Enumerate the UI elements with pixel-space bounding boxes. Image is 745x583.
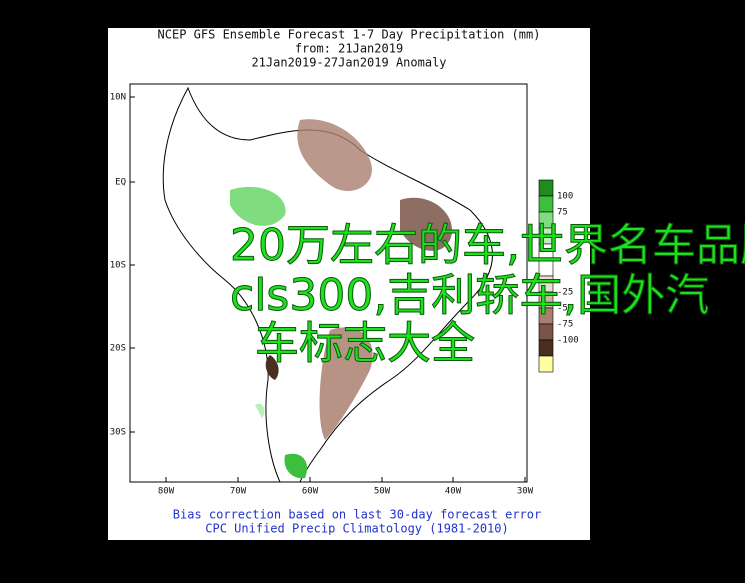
footer-line: Bias correction based on last 30-day for… — [173, 508, 541, 522]
legend-swatch — [538, 179, 554, 197]
lon-label: 60W — [302, 487, 319, 497]
legend-swatch — [538, 195, 554, 213]
legend-swatch — [538, 323, 554, 341]
legend-label: -75 — [557, 320, 573, 330]
title: NCEP GFS Ensemble Forecast 1-7 Day Preci… — [158, 28, 541, 70]
anomaly-area — [400, 197, 452, 251]
lon-label: 80W — [158, 487, 175, 497]
footer-line: CPC Unified Precip Climatology (1981-201… — [205, 522, 508, 536]
lat-label: 20S — [110, 344, 126, 354]
overlay-line: 20万左右的车,世界名车品牌, — [230, 220, 745, 271]
lat-label: 10S — [110, 261, 126, 271]
legend-label: 75 — [557, 208, 568, 218]
legend-label: -50 — [557, 304, 573, 314]
legend-swatch — [538, 355, 554, 373]
anomaly-area — [284, 453, 308, 479]
anomaly-area — [319, 327, 373, 440]
overlay-line: cls300,吉利轿车,国外汽 — [230, 270, 709, 321]
anomaly-area — [230, 186, 286, 226]
lon-label: 70W — [230, 487, 247, 497]
lon-label: 50W — [374, 487, 391, 497]
lon-label: 30W — [517, 487, 534, 497]
title-line: from: 21Jan2019 — [295, 42, 403, 56]
map-area — [129, 83, 528, 483]
lat-labels: 10N EQ 10S 20S 30S — [110, 93, 135, 438]
lat-label: 10N — [110, 93, 126, 103]
anomaly-area — [297, 119, 372, 191]
legend-swatch — [538, 339, 554, 357]
anomaly-area — [255, 403, 265, 418]
legend-label: -25 — [557, 288, 573, 298]
legend-label: 100 — [557, 192, 573, 202]
overlay-line: 车标志大全 — [255, 318, 475, 369]
lat-label: EQ — [115, 178, 126, 188]
lat-label: 30S — [110, 428, 126, 438]
title-line: NCEP GFS Ensemble Forecast 1-7 Day Preci… — [158, 28, 541, 42]
legend: 100 75 -25 -50 -75 -100 — [538, 179, 579, 373]
anomaly-area — [265, 355, 279, 380]
overlay-text: 20万左右的车,世界名车品牌, cls300,吉利轿车,国外汽 车标志大全 — [230, 220, 745, 370]
footer: Bias correction based on last 30-day for… — [173, 508, 541, 536]
lon-labels: 80W 70W 60W 50W 40W 30W — [158, 477, 534, 497]
title-line: 21Jan2019-27Jan2019 Anomaly — [251, 56, 446, 70]
legend-label: -100 — [557, 336, 579, 346]
lon-label: 40W — [445, 487, 462, 497]
